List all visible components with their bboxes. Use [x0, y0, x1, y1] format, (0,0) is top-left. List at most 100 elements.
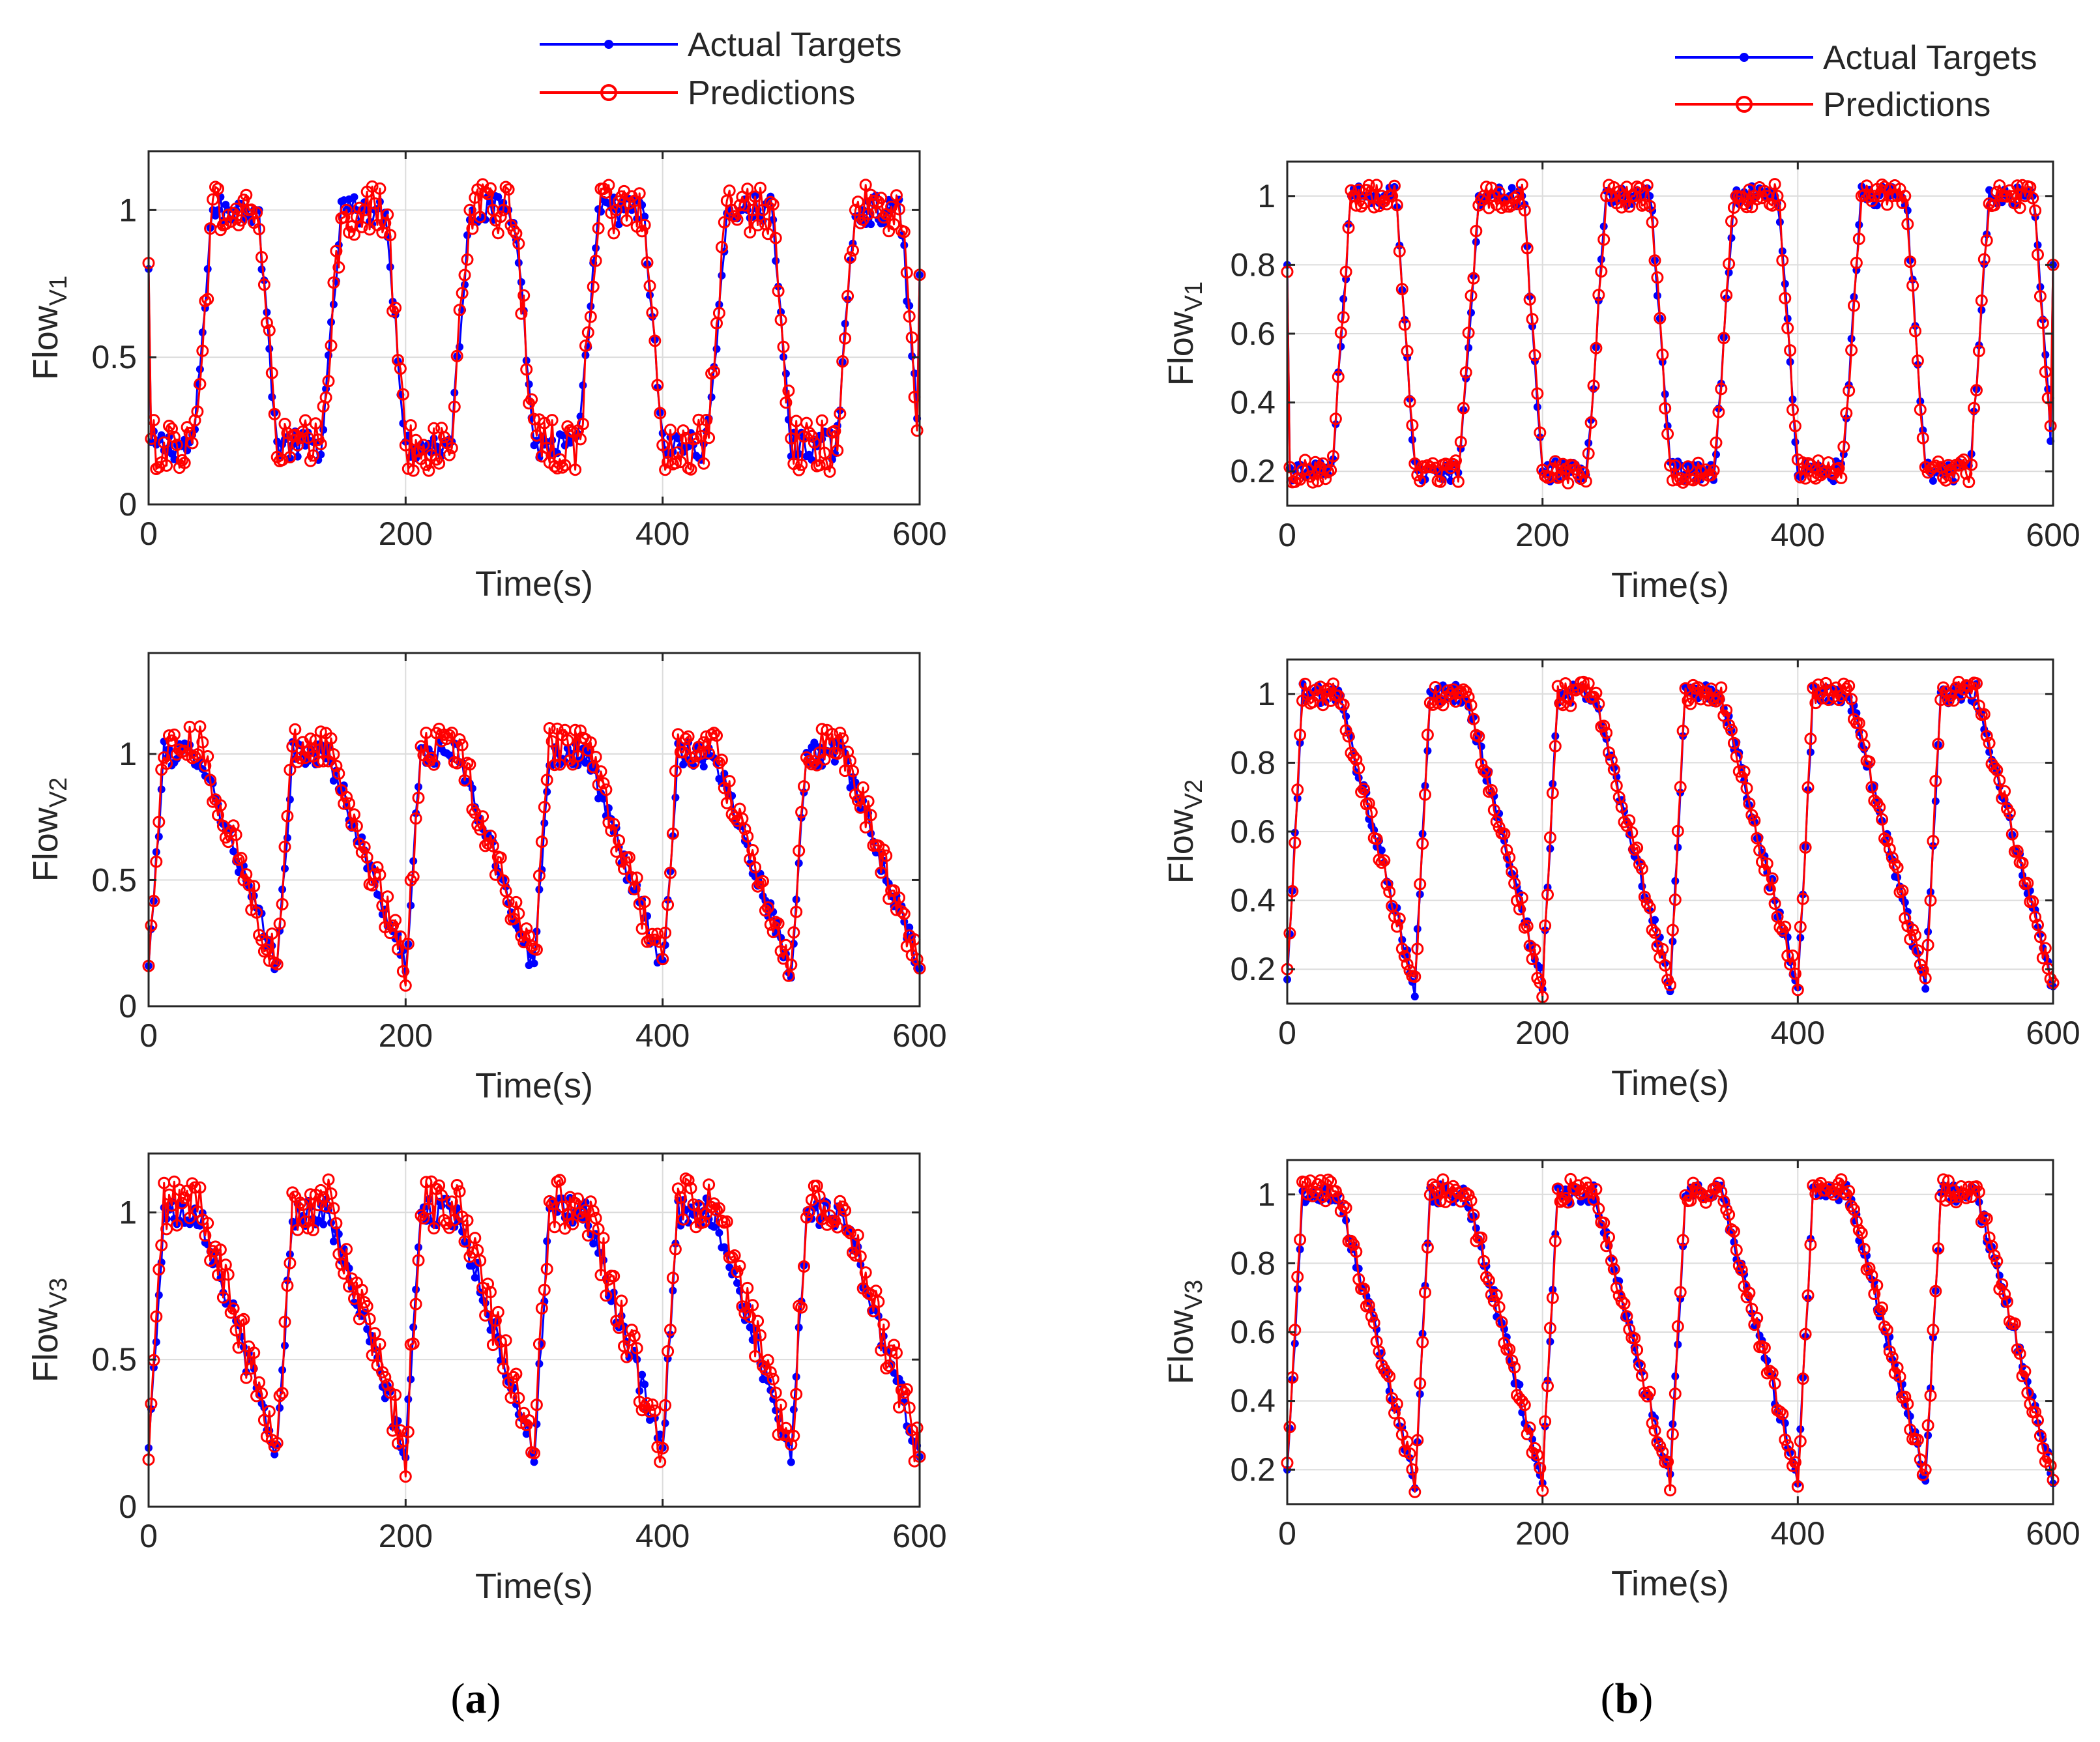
data-point-prediction	[2044, 420, 2057, 433]
data-point-prediction	[399, 979, 412, 992]
data-point-prediction	[1942, 1174, 1955, 1187]
data-point-prediction	[360, 851, 373, 864]
data-point-prediction	[327, 748, 340, 761]
data-point-prediction	[895, 905, 908, 918]
data-point-prediction	[839, 1204, 852, 1217]
data-point-prediction	[1643, 199, 1656, 212]
data-point-prediction	[1416, 1335, 1429, 1348]
data-point-prediction	[242, 878, 255, 892]
data-point-prediction	[875, 866, 888, 879]
data-point-prediction	[1403, 1447, 1416, 1460]
data-point-prediction	[2021, 877, 2034, 890]
data-point-prediction	[749, 861, 762, 874]
data-point-prediction	[1592, 697, 1605, 710]
data-point-prediction	[1858, 738, 1871, 751]
data-point-prediction	[1549, 1234, 1562, 1247]
data-point-prediction	[2013, 1347, 2026, 1360]
data-point-prediction	[1794, 1435, 1807, 1447]
data-point-actual	[1921, 985, 1930, 993]
data-point-prediction	[510, 895, 523, 908]
data-point-prediction	[381, 890, 394, 903]
data-point-prediction	[610, 1314, 623, 1328]
data-point-prediction	[466, 222, 479, 235]
data-point-prediction	[1419, 1286, 1431, 1299]
data-point-prediction	[1631, 1343, 1644, 1356]
data-point-prediction	[466, 803, 479, 816]
data-point-prediction	[1661, 1455, 1674, 1468]
data-point-prediction	[1886, 1351, 1899, 1364]
data-point-prediction	[787, 926, 800, 939]
data-point-prediction	[433, 457, 446, 470]
data-point-actual	[270, 1450, 279, 1459]
data-point-prediction	[1383, 1370, 1396, 1383]
data-point-prediction	[332, 767, 345, 780]
data-point-prediction	[229, 202, 242, 215]
data-point-prediction	[255, 934, 268, 947]
data-point-prediction	[281, 1279, 294, 1292]
data-point-prediction	[1597, 1216, 1611, 1229]
data-point-prediction	[1763, 1365, 1776, 1378]
data-point-prediction	[746, 1299, 759, 1312]
data-point-prediction	[777, 952, 790, 965]
data-point-prediction	[749, 190, 762, 203]
data-point-prediction	[1322, 1173, 1335, 1186]
data-point-prediction	[888, 218, 901, 231]
data-point-prediction	[712, 757, 725, 769]
data-point-prediction	[507, 224, 520, 237]
data-point-actual	[1906, 1412, 1914, 1421]
data-point-prediction	[1406, 1463, 1419, 1476]
data-point-prediction	[859, 179, 872, 192]
data-point-prediction	[276, 454, 289, 467]
data-point-prediction	[1684, 1194, 1697, 1207]
x-tick-label: 600	[2026, 1515, 2080, 1552]
data-point-prediction	[443, 729, 456, 742]
data-point-prediction	[491, 227, 504, 240]
data-point-prediction	[150, 855, 163, 868]
data-point-prediction	[428, 758, 441, 771]
x-tick-label: 600	[892, 515, 946, 552]
data-point-prediction	[656, 1442, 669, 1455]
y-tick-label: 0.2	[1230, 453, 1276, 489]
data-point-prediction	[1993, 774, 2006, 787]
y-tick-label: 0.5	[91, 1341, 137, 1378]
data-point-prediction	[1388, 179, 1401, 192]
data-point-prediction	[885, 200, 898, 213]
data-point-prediction	[1830, 1183, 1843, 1196]
data-point-prediction	[1365, 806, 1378, 819]
data-point-prediction	[1671, 824, 1684, 837]
data-point-prediction	[1536, 1484, 1549, 1497]
data-point-prediction	[1508, 1361, 1521, 1374]
data-point-actual	[394, 1417, 402, 1425]
data-point-prediction	[628, 882, 641, 895]
x-tick-label: 200	[379, 1518, 433, 1554]
y-tick-label: 0.6	[1230, 315, 1276, 352]
data-point-prediction	[651, 1440, 664, 1453]
series-predictions	[142, 720, 926, 992]
data-point-prediction	[1528, 1442, 1541, 1455]
data-point-prediction	[731, 213, 744, 226]
data-point-prediction	[828, 1215, 841, 1228]
data-point-prediction	[420, 1176, 433, 1189]
data-point-prediction	[1306, 476, 1319, 489]
data-point-prediction	[1358, 783, 1370, 796]
data-point-prediction	[1916, 431, 1929, 444]
data-point-prediction	[2013, 201, 2026, 214]
data-point-prediction	[720, 1215, 733, 1228]
data-point-prediction	[1669, 893, 1682, 906]
data-point-prediction	[294, 1197, 307, 1210]
data-point-prediction	[1837, 441, 1850, 453]
data-point-prediction	[1968, 401, 1981, 414]
data-point-prediction	[847, 764, 859, 777]
data-point-prediction	[1651, 271, 1664, 284]
data-point-prediction	[1549, 740, 1562, 753]
data-point-prediction	[790, 905, 803, 918]
data-point-prediction	[1534, 426, 1547, 439]
data-point-prediction	[1534, 1462, 1547, 1475]
y-tick-label: 0.8	[1230, 744, 1276, 781]
data-point-prediction	[1970, 677, 1983, 690]
data-point-prediction	[581, 1229, 594, 1242]
data-point-prediction	[389, 301, 402, 314]
data-point-prediction	[1794, 471, 1807, 484]
data-point-prediction	[1403, 395, 1416, 408]
panel-paren-open: (	[1601, 1675, 1615, 1722]
